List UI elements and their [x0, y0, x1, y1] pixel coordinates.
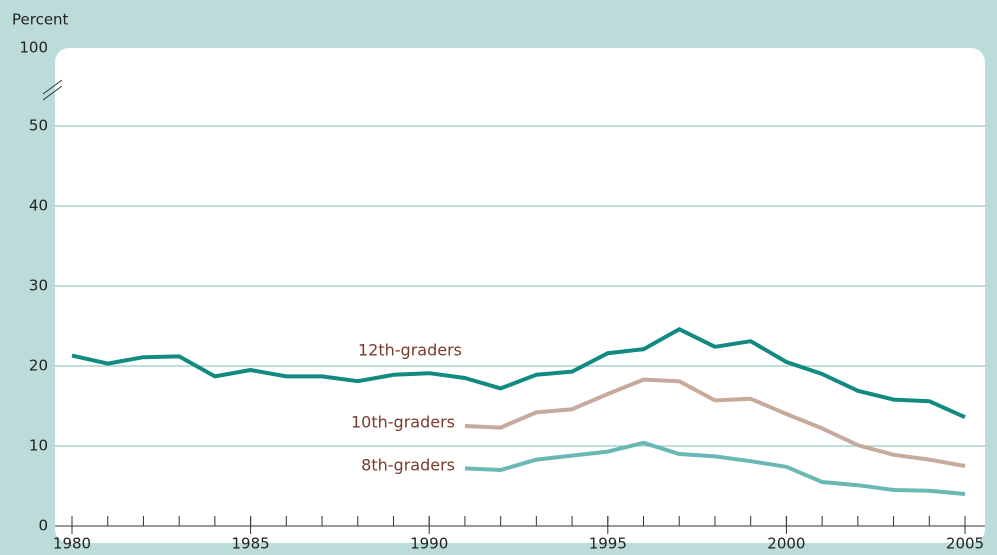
y-tick-label: 40	[29, 197, 48, 215]
x-tick-label: 2005	[946, 535, 984, 553]
series-line	[464, 440, 966, 496]
series-line	[71, 327, 966, 420]
series-label: 12th-graders	[358, 341, 462, 360]
series-label: 10th-graders	[351, 413, 455, 432]
y-tick-label: 50	[29, 117, 48, 135]
x-tick-label: 1980	[53, 535, 91, 553]
y-tick-label: 0	[38, 517, 48, 535]
y-tick-label: 10	[29, 437, 48, 455]
x-tick-label: 1995	[589, 535, 627, 553]
x-tick-label: 1990	[410, 535, 448, 553]
y-tick-label: 100	[19, 39, 48, 57]
y-tick-label: 30	[29, 277, 48, 295]
y-axis-label: Percent	[12, 11, 69, 29]
break-mark	[42, 85, 63, 101]
series-line	[464, 377, 966, 468]
plot-area	[55, 48, 985, 543]
x-tick-label: 2000	[767, 535, 805, 553]
y-tick-label: 20	[29, 357, 48, 375]
series-label: 8th-graders	[361, 456, 455, 475]
axis-break	[42, 79, 63, 101]
x-tick-label: 1985	[232, 535, 270, 553]
break-mark	[42, 79, 63, 95]
